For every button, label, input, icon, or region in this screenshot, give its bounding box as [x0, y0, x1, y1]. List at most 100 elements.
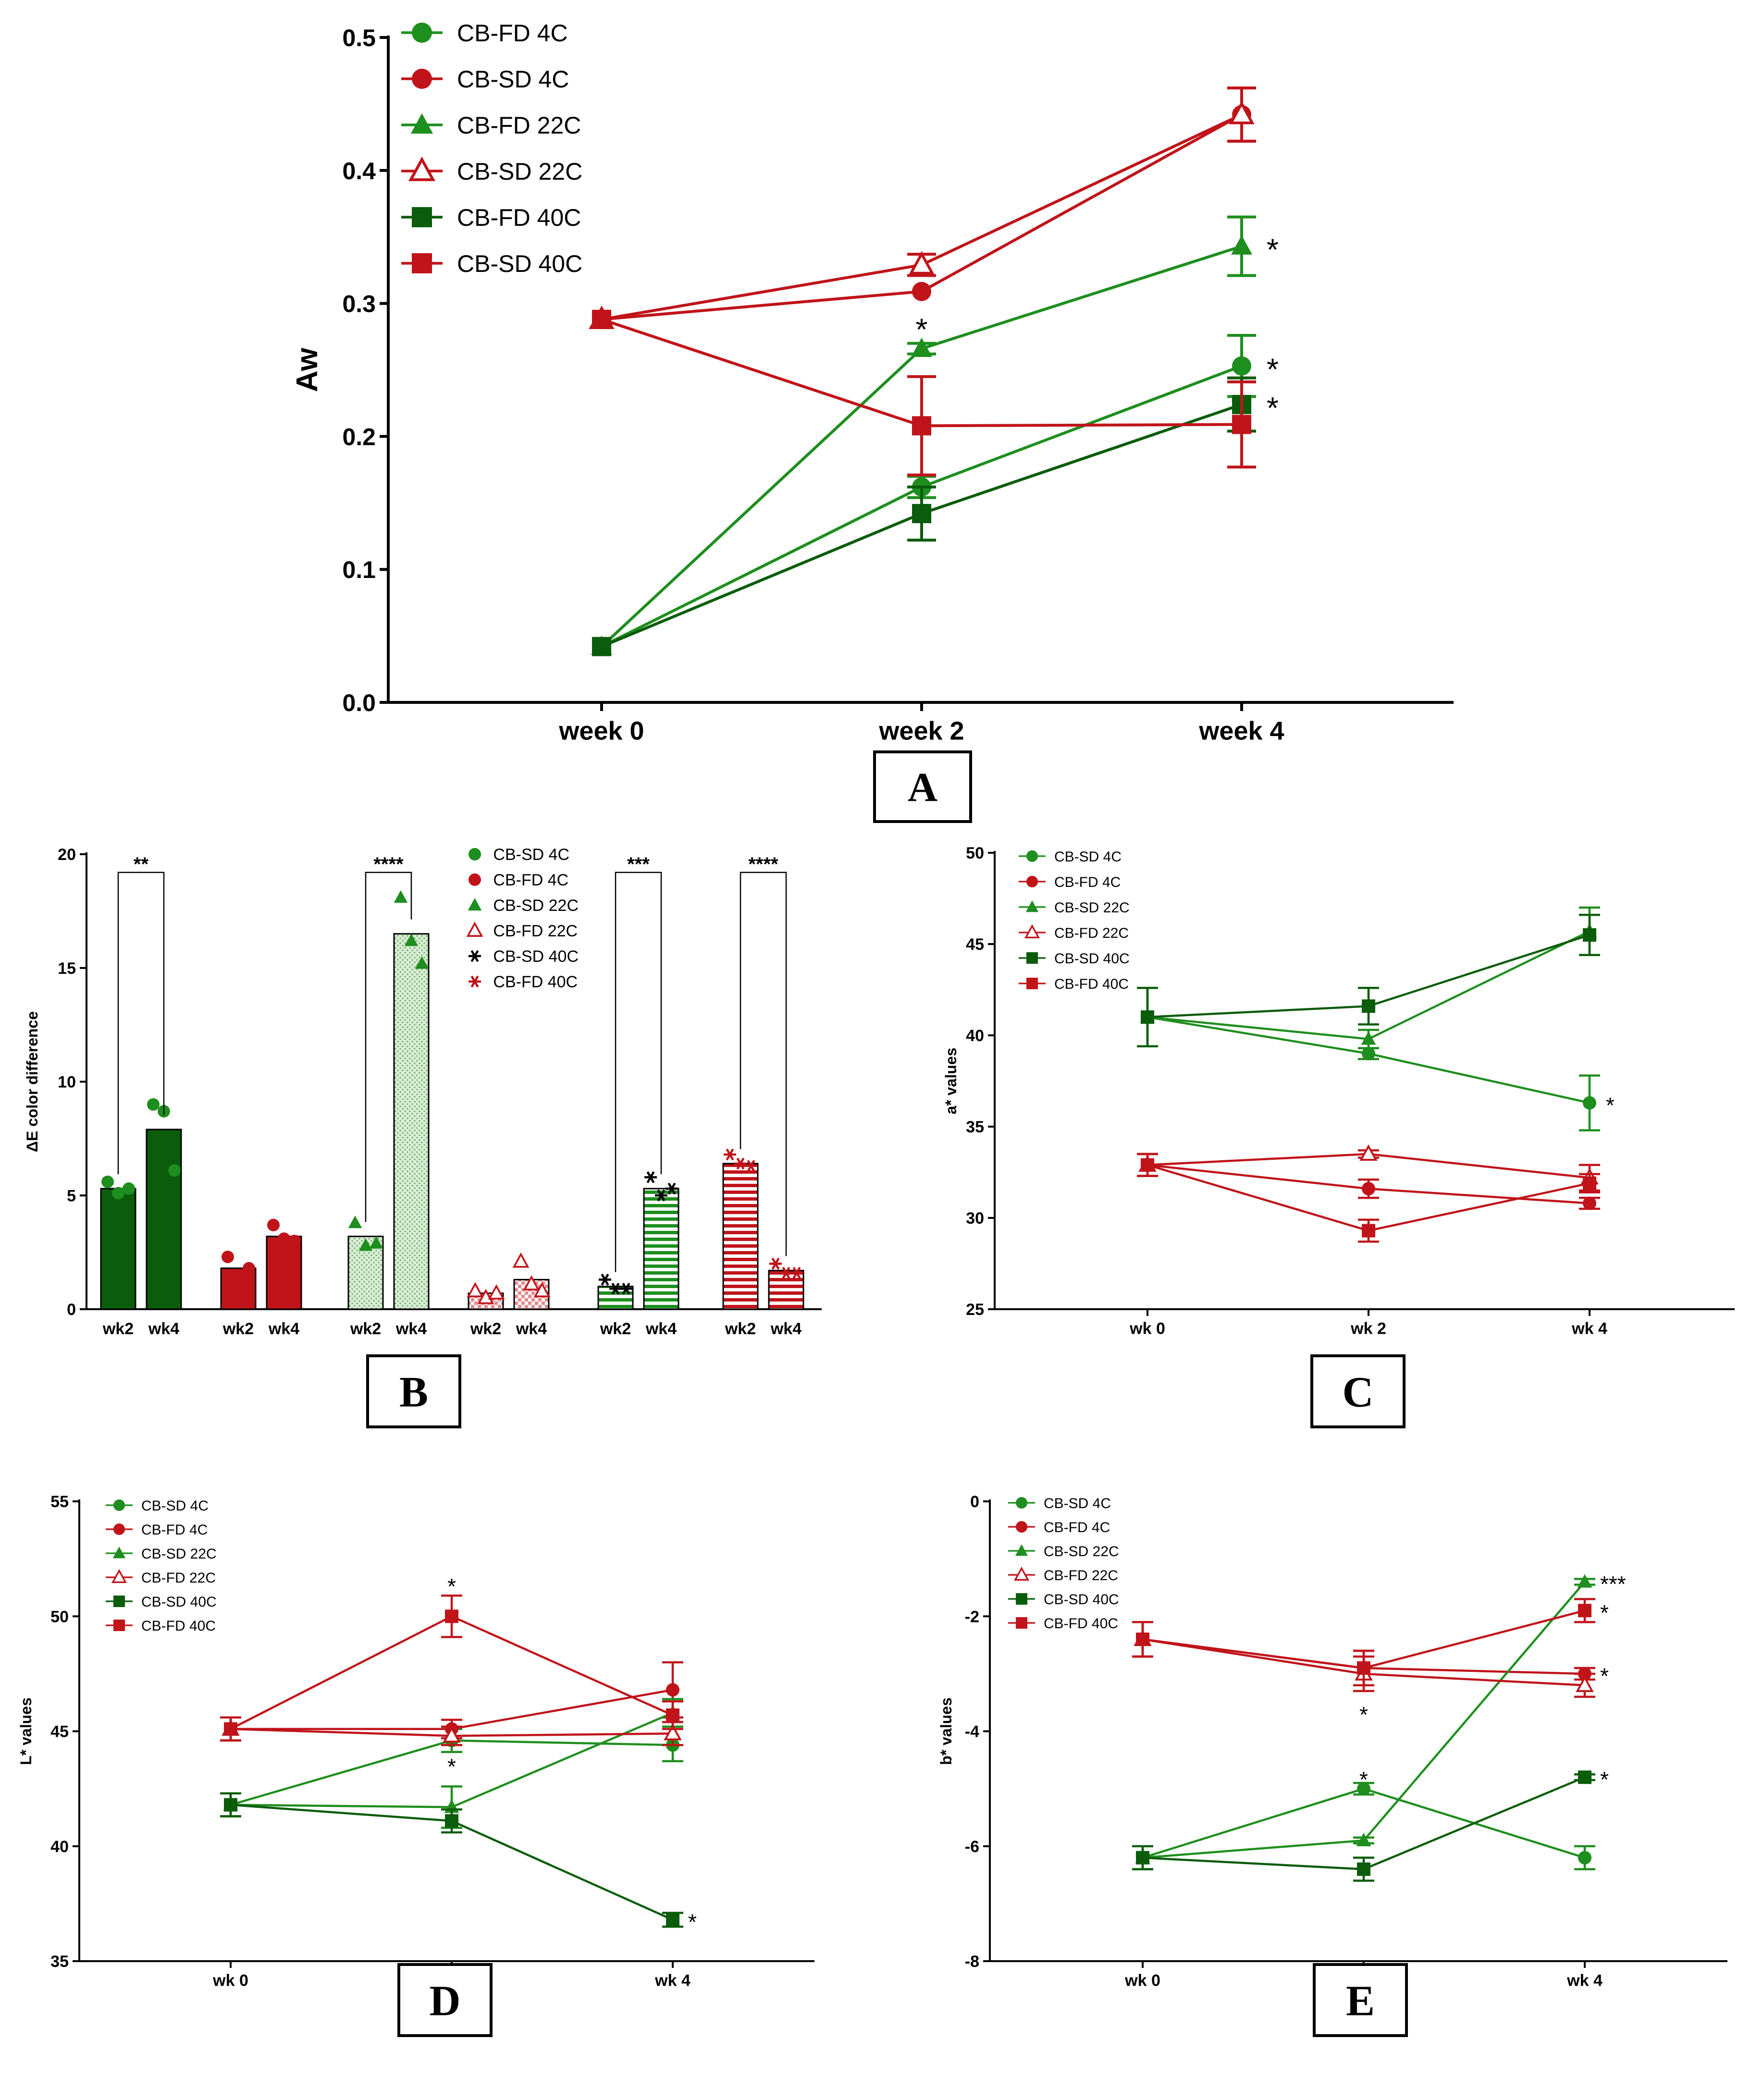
legend-item: CB-SD 22C [468, 896, 579, 915]
data-point [224, 1798, 237, 1812]
legend-marker [113, 1596, 125, 1607]
y-axis-label: ΔE color difference [24, 1011, 41, 1152]
data-point [1583, 1176, 1596, 1190]
series-cb-sd-40c [220, 1792, 683, 1928]
x-tick-label: wk2 [222, 1320, 254, 1338]
legend-item: CB-FD 40C [106, 1618, 216, 1634]
data-point [1136, 1633, 1149, 1646]
x-tick-label: week 2 [878, 716, 964, 745]
legend-item: CB-SD 22C [401, 156, 582, 185]
data-point [443, 1726, 461, 1743]
legend-item: CB-FD 22C [466, 921, 578, 940]
bar [768, 1270, 804, 1310]
panel-letter-box [397, 1963, 493, 2037]
data-point [232, 1268, 245, 1281]
data-point-stroke [601, 1274, 609, 1286]
data-point [599, 1274, 611, 1286]
data-point-stroke [736, 1157, 745, 1170]
data-point [1136, 1851, 1149, 1865]
data-point [358, 1238, 373, 1251]
bar-group-cb-sd-4c: wk2 wk4 ** [100, 854, 182, 1338]
bar [100, 1188, 136, 1310]
legend-item: CB-SD 40C [106, 1594, 217, 1610]
legend-label: CB-SD 40C [1054, 951, 1130, 967]
legend-item: CB-SD 22C [1008, 1544, 1119, 1560]
data-point [1356, 1832, 1371, 1846]
y-tick-label: 0 [67, 1301, 76, 1319]
legend-marker [408, 156, 436, 182]
y-tick-label: 20 [58, 846, 76, 864]
legend-item: CB-SD 40C [469, 947, 579, 966]
significance-label: * [1359, 1702, 1368, 1727]
panel-letter: E [1346, 1977, 1375, 2025]
y-tick-label: 50 [50, 1608, 69, 1626]
significance-bracket [615, 872, 662, 1272]
significance-label: * [1600, 1767, 1609, 1792]
series-cb-sd-40c [1132, 1770, 1595, 1882]
bar-group-cb-fd-4c: wk2 wk4 [220, 1218, 302, 1338]
data-point [445, 1814, 458, 1828]
legend-marker [469, 873, 481, 886]
x-tick-label: wk2 [470, 1320, 501, 1338]
legend-item: CB-FD 22C [1019, 924, 1129, 941]
data-point [394, 890, 408, 903]
data-point [1583, 928, 1596, 942]
data-point [909, 251, 935, 275]
data-point [369, 1236, 383, 1249]
legend-item: CB-SD 22C [1019, 900, 1130, 916]
data-point [655, 1189, 667, 1202]
legend-label: CB-SD 4C [493, 846, 569, 864]
x-tick-label: wk4 [770, 1320, 802, 1338]
data-point [488, 1284, 505, 1300]
data-point [147, 1098, 160, 1111]
data-point [1357, 1782, 1370, 1796]
legend-marker [111, 1569, 127, 1584]
legend-label: CB-SD 22C [493, 896, 579, 915]
data-point [477, 1289, 494, 1304]
data-point [1362, 1182, 1375, 1196]
data-point [224, 1722, 237, 1736]
legend-item: CB-SD 40C [401, 250, 582, 277]
bar [643, 1188, 679, 1310]
bar-group-cb-fd-22c: wk2 wk4 [467, 1252, 551, 1338]
y-tick-label: 45 [50, 1723, 69, 1741]
significance-label: ** [134, 854, 149, 875]
data-point [664, 1724, 682, 1741]
legend-marker [1016, 1617, 1027, 1629]
data-point [123, 1182, 135, 1195]
data-point [533, 1282, 551, 1298]
legend-marker [412, 69, 432, 89]
y-tick-label: 55 [50, 1493, 69, 1511]
y-tick-label: 50 [966, 844, 984, 862]
legend-item: CB-SD 4C [469, 846, 569, 864]
data-point [1141, 1010, 1154, 1024]
legend-item: CB-SD 4C [1008, 1496, 1111, 1511]
legend-item: CB-FD 40C [469, 973, 578, 991]
significance-label: **** [373, 854, 404, 875]
data-point-stroke [782, 1266, 790, 1279]
bar [266, 1235, 302, 1310]
data-point-stroke [611, 1282, 620, 1295]
legend-marker-stroke [470, 950, 479, 962]
bar-group-cb-fd-40c: wk2 wk4 **** [722, 854, 804, 1338]
significance-label: **** [748, 854, 778, 875]
x-tick-label: wk2 [102, 1320, 134, 1338]
legend-marker [469, 950, 481, 962]
y-tick-label: 5 [67, 1187, 76, 1205]
legend-item: CB-FD 4C [1019, 874, 1121, 890]
data-point [1583, 1096, 1596, 1110]
legend-marker [412, 207, 432, 227]
data-point [592, 309, 611, 329]
data-point [666, 1182, 678, 1195]
legend-label: CB-FD 4C [1044, 1520, 1110, 1535]
data-point [1578, 1604, 1591, 1618]
significance-bracket [117, 872, 165, 1175]
data-point [1576, 1675, 1594, 1692]
y-axis-label: L* values [17, 1697, 35, 1765]
legend-label: CB-SD 4C [141, 1498, 209, 1514]
legend-label: CB-SD 4C [1054, 849, 1122, 865]
x-tick-label: wk 0 [1129, 1319, 1165, 1338]
data-point [790, 1266, 803, 1279]
data-point [1232, 415, 1251, 434]
data-point [592, 637, 611, 656]
